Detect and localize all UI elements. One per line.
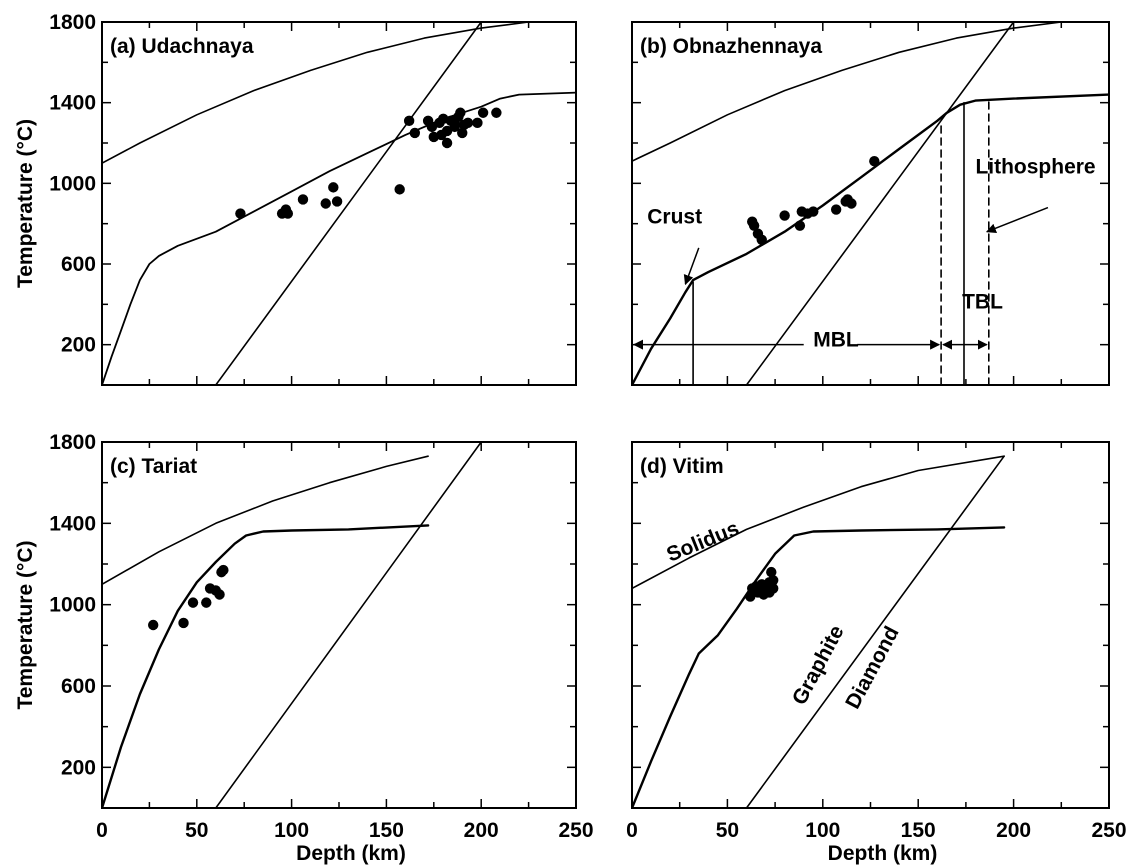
annotation-label: Crust xyxy=(647,206,702,229)
series-group xyxy=(632,455,1006,808)
x-tick-label: 100 xyxy=(805,819,840,842)
data-point xyxy=(331,196,343,207)
series-line-2 xyxy=(215,442,482,808)
plot-frame xyxy=(631,21,1110,386)
data-point xyxy=(491,107,502,118)
data-point xyxy=(441,137,453,149)
data-point xyxy=(766,566,777,578)
x-axis-title: Depth (km) xyxy=(296,842,406,865)
panel-title: (c) Tariat xyxy=(110,455,197,478)
y-tick-label: 1800 xyxy=(49,11,96,34)
series-line-3 xyxy=(102,91,576,385)
x-tick-label: 150 xyxy=(369,819,404,842)
series-line-2 xyxy=(745,455,1005,808)
x-tick-label: 250 xyxy=(558,819,593,842)
data-point xyxy=(462,117,474,129)
series-group xyxy=(632,22,1109,385)
data-point xyxy=(767,575,779,586)
series-line-3 xyxy=(102,524,430,808)
series-line-1 xyxy=(632,455,1005,590)
data-point xyxy=(767,583,779,594)
panel-3: 200 600 1000 1400 1800 0 50 100 150 200 250 Tempera… xyxy=(14,431,594,865)
data-point xyxy=(808,206,819,217)
data-point xyxy=(282,208,294,219)
data-point xyxy=(794,220,806,231)
data-point xyxy=(218,564,229,576)
series-line-3 xyxy=(632,93,1109,385)
series-line-2 xyxy=(745,22,1015,385)
y-axis-title: Temperature (°C) xyxy=(14,119,37,288)
x-tick-label: 50 xyxy=(716,819,739,842)
x-tick-label: 50 xyxy=(185,819,208,842)
data-point xyxy=(178,617,189,629)
plot-frame xyxy=(101,441,577,809)
data-point xyxy=(187,597,199,608)
data-point xyxy=(147,619,159,631)
data-point xyxy=(449,121,460,133)
panel-4: 0 50 100 150 200 250 Depth (km) (d) Vitim Solidu… xyxy=(626,441,1127,865)
plot-frame xyxy=(631,441,1110,809)
series-line-1 xyxy=(632,22,1063,162)
y-tick-label: 1000 xyxy=(49,172,96,195)
series-line-2 xyxy=(215,22,482,385)
data-point xyxy=(756,234,767,245)
annotation-arrow xyxy=(985,206,1049,234)
annotation-label: Solidus xyxy=(663,517,742,567)
data-point xyxy=(320,198,331,209)
series-line-1 xyxy=(102,455,429,586)
series-group xyxy=(102,22,576,385)
data-point xyxy=(477,107,489,118)
panel-2: (b) Obnazhennaya Crust Lithosphere TBL MBL xyxy=(631,21,1110,386)
data-point xyxy=(830,204,842,215)
panel-1: 200 600 1000 1400 1800 Temperature (°C) (a) Ud… xyxy=(14,11,577,386)
panel-title: (a) Udachnaya xyxy=(110,35,254,58)
x-tick-label: 0 xyxy=(96,819,108,842)
y-tick-label: 600 xyxy=(61,253,96,276)
panel-title: (d) Vitim xyxy=(640,455,724,478)
y-tick-label: 1400 xyxy=(49,92,96,115)
x-tick-label: 100 xyxy=(274,819,309,842)
data-point xyxy=(745,591,756,602)
series-line-1 xyxy=(102,22,530,164)
data-point xyxy=(846,198,857,209)
annotation-label: Lithosphere xyxy=(975,155,1095,178)
annotation-label: TBL xyxy=(962,290,1003,313)
data-point xyxy=(472,117,483,129)
x-tick-label: 200 xyxy=(464,819,499,842)
annotation-label: Graphite xyxy=(788,622,849,709)
series-group xyxy=(102,442,482,808)
data-point xyxy=(457,127,468,139)
data-point xyxy=(214,589,225,600)
x-tick-label: 150 xyxy=(901,819,936,842)
y-tick-label: 600 xyxy=(61,675,96,698)
x-axis-title: Depth (km) xyxy=(828,842,938,865)
data-point xyxy=(455,107,466,118)
data-point xyxy=(201,597,212,608)
y-tick-label: 200 xyxy=(61,756,96,779)
panel-title: (b) Obnazhennaya xyxy=(640,35,822,58)
data-point xyxy=(403,115,415,127)
data-point xyxy=(869,155,880,167)
data-point xyxy=(779,210,790,221)
x-tick-label: 250 xyxy=(1091,819,1126,842)
y-tick-label: 1800 xyxy=(49,431,96,454)
y-tick-label: 1400 xyxy=(49,512,96,535)
y-tick-label: 200 xyxy=(61,334,96,357)
data-point xyxy=(748,220,760,231)
y-axis-title: Temperature (°C) xyxy=(14,540,37,709)
data-point xyxy=(409,127,421,139)
data-point xyxy=(328,182,339,193)
annotation-arrow xyxy=(683,247,700,286)
data-point xyxy=(394,184,405,195)
data-point xyxy=(297,194,309,205)
data-point xyxy=(235,208,246,219)
x-tick-label: 200 xyxy=(996,819,1031,842)
x-tick-label: 0 xyxy=(626,819,638,842)
annotation-label: MBL xyxy=(813,329,859,352)
y-tick-label: 1000 xyxy=(49,594,96,617)
